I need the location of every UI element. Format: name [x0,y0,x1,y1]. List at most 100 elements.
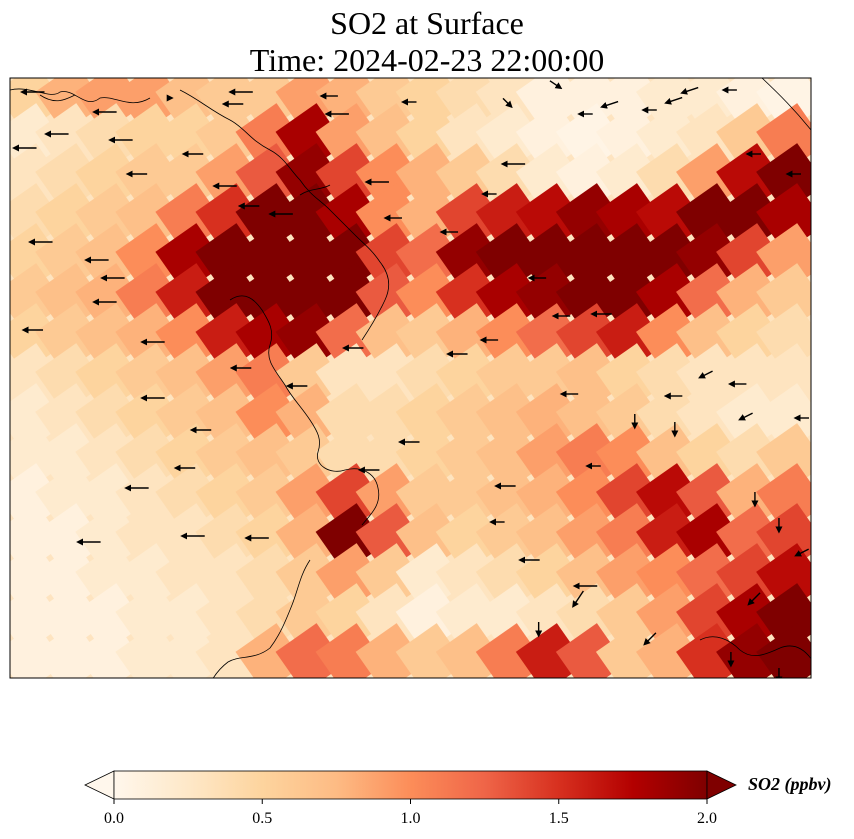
heatmap-cell [10,103,65,173]
heatmap-cell [275,463,346,533]
heatmap-cell [435,463,506,533]
heatmap-cell [595,543,666,613]
heatmap-cell [475,143,546,213]
heatmap-cell [635,263,706,333]
heatmap-cell [275,343,346,413]
heatmap-cell [435,183,506,253]
heatmap-cell [555,143,626,213]
heatmap-cell [275,543,346,613]
heatmap-cell [555,503,626,573]
colorbar-tick-label: 1.0 [401,810,421,827]
heatmap-cell [75,463,145,533]
colorbar-tick-label: 0.0 [104,810,124,827]
heatmap-cell [195,623,266,678]
heatmap-cell [35,103,105,173]
heatmap-cell [355,78,426,133]
heatmap-cell [756,623,811,678]
heatmap-cell [35,463,105,533]
heatmap-cell [756,303,811,373]
heatmap-cell [10,503,65,573]
heatmap-cell [515,343,586,413]
heatmap-cell [635,103,706,173]
heatmap-cell [555,383,626,453]
heatmap-cell [115,263,186,333]
heatmap-cell [355,423,426,493]
heatmap-cell [515,583,586,653]
heatmap-cell [515,463,586,533]
heatmap-cell [515,78,586,133]
heatmap-cell [10,303,65,373]
heatmap-cell [555,263,626,333]
heatmap-cell [435,623,506,678]
heatmap-cell [395,343,466,413]
heatmap-cell [635,143,706,213]
heatmap-cell [315,463,386,533]
heatmap-cell [635,463,706,533]
colorbar-tick-label: 1.5 [549,810,569,827]
heatmap-cell [716,423,786,493]
heatmap-cell [716,78,786,133]
heatmap-cell [155,543,226,613]
heatmap-cell [75,343,145,413]
heatmap-cell [555,223,626,293]
heatmap-cell [395,383,466,453]
heatmap-cell [716,183,786,253]
heatmap-cell [555,303,626,373]
heatmap-cell [155,583,226,653]
heatmap-cell [235,343,306,413]
heatmap-cell [235,263,306,333]
heatmap-cell [756,143,811,213]
heatmap-cell [475,303,546,373]
heatmap-cell [635,503,706,573]
heatmap-cell [475,463,546,533]
heatmap-cell [275,623,346,678]
heatmap-cell [35,543,105,613]
heatmap-cell [235,583,306,653]
heatmap-cell [195,263,266,333]
heatmap-cell [716,503,786,573]
wind-vector [600,100,619,109]
heatmap-cell [195,503,266,573]
heatmap-cell [10,343,65,413]
heatmap-cell [435,543,506,613]
heatmap-cell [10,583,65,653]
heatmap-cell [716,103,786,173]
heatmap-cell [315,383,386,453]
heatmap-cell [235,543,306,613]
heatmap-cell [635,423,706,493]
heatmap-cell [195,143,266,213]
heatmap-cell [716,583,786,653]
heatmap-cell [315,583,386,653]
heatmap-cell [195,343,266,413]
heatmap-cell [595,143,666,213]
heatmap-cell [756,463,811,533]
heatmap-cell [595,423,666,493]
heatmap-cell [195,423,266,493]
heatmap-cell [435,383,506,453]
wind-vector [680,86,699,95]
heatmap-cell [35,143,105,213]
heatmap-cell [10,263,65,333]
colorbar-extend-high [706,770,737,800]
heatmap-cell [315,303,386,373]
heatmap-cell [115,503,186,573]
heatmap-cell [595,223,666,293]
heatmap-cell [635,623,706,678]
heatmap-cell [155,423,226,493]
heatmap-cell [756,263,811,333]
heatmap-cell [115,183,186,253]
heatmap-cell [115,343,186,413]
heatmap-cell [595,78,666,133]
heatmap-cell [35,623,105,678]
heatmap-cell [115,103,186,173]
heatmap-cell [475,78,546,133]
heatmap-cell [676,303,746,373]
heatmap-cell [315,143,386,213]
heatmap-cell [595,263,666,333]
heatmap-cell [35,183,105,253]
heatmap-cell [635,343,706,413]
heatmap-cell [235,78,306,133]
heatmap-cell [315,223,386,293]
heatmap-cell [716,343,786,413]
heatmap-cell [676,183,746,253]
